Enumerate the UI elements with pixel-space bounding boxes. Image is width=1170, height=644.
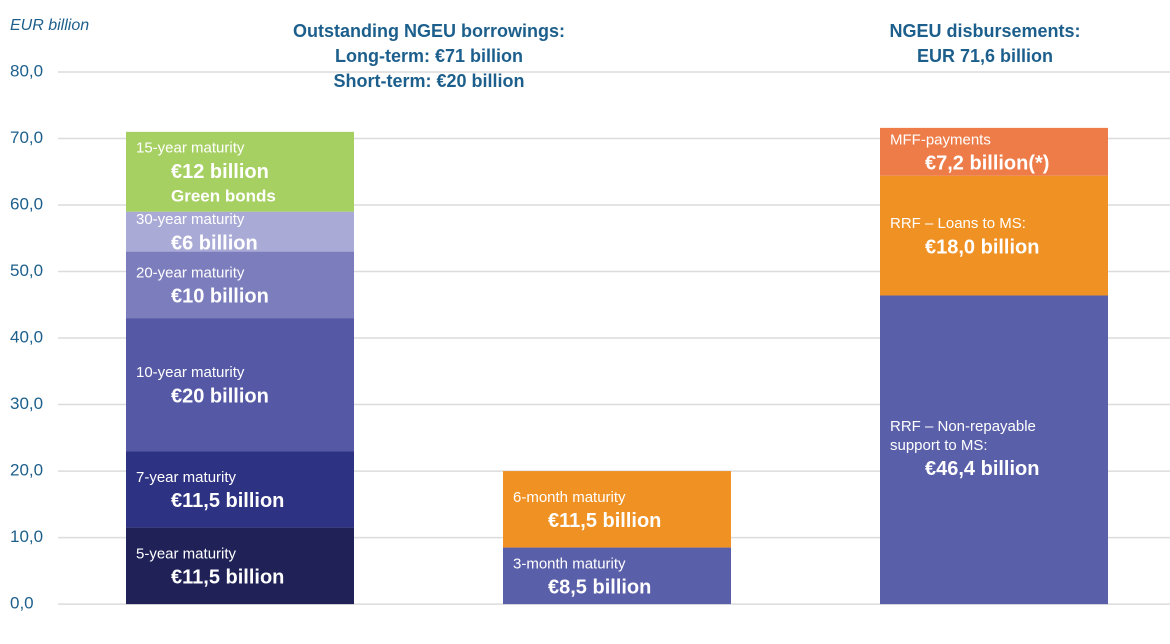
segment-name: 3-month maturity — [513, 555, 626, 572]
heading: Short-term: €20 billion — [333, 71, 524, 91]
segment-name: 30-year maturity — [136, 211, 245, 228]
bar-segment — [503, 471, 731, 548]
y-tick-label: 0,0 — [10, 594, 34, 613]
y-tick-label: 50,0 — [10, 261, 43, 280]
heading: Outstanding NGEU borrowings: — [293, 21, 565, 41]
segment-name: 5-year maturity — [136, 545, 237, 562]
bar-segment — [880, 127, 1108, 176]
segment-name: 6-month maturity — [513, 489, 626, 506]
segment-name: 7-year maturity — [136, 469, 237, 486]
segment-name: RRF – Non-repayable support to MS: — [890, 418, 1036, 454]
heading: Long-term: €71 billion — [335, 46, 523, 66]
bar-segment — [126, 527, 354, 605]
heading: NGEU disbursements: — [889, 21, 1080, 41]
bar-segment — [126, 318, 354, 452]
y-tick-label: 70,0 — [10, 128, 43, 147]
data-label: €11,5 billion — [171, 567, 284, 589]
data-label: €7,2 billion(*) — [925, 153, 1049, 175]
bar-segment — [503, 547, 731, 605]
heading: EUR 71,6 billion — [917, 46, 1053, 66]
bar-segment — [880, 295, 1108, 605]
data-label: €6 billion — [171, 232, 258, 254]
y-tick-label: 80,0 — [10, 61, 43, 80]
segment-name: MFF-payments — [890, 131, 991, 148]
data-label: €11,5 billion — [548, 510, 661, 532]
bar-segment — [126, 251, 354, 319]
bar-segment — [126, 451, 354, 528]
segment-name: 20-year maturity — [136, 264, 245, 281]
segment-name: 10-year maturity — [136, 364, 245, 381]
y-tick-label: 20,0 — [10, 461, 43, 480]
data-label: €46,4 billion — [925, 458, 1039, 480]
segment-name: 15-year maturity — [136, 140, 245, 157]
data-label: €12 billion — [171, 161, 269, 183]
data-label: €8,5 billion — [548, 577, 651, 599]
y-tick-label: 40,0 — [10, 328, 43, 347]
segment-name: RRF – Loans to MS: — [890, 215, 1026, 232]
y-tick-label: 60,0 — [10, 195, 43, 214]
bar-segment — [126, 131, 354, 212]
data-label: €18,0 billion — [925, 236, 1039, 258]
bar-segment — [126, 211, 354, 252]
data-label: €11,5 billion — [171, 490, 284, 512]
segment-note: Green bonds — [171, 186, 276, 205]
data-label: €10 billion — [171, 286, 269, 308]
bar-segment — [880, 175, 1108, 296]
y-tick-label: 30,0 — [10, 394, 43, 413]
y-axis-label: EUR billion — [10, 17, 89, 34]
data-label: €20 billion — [171, 385, 269, 407]
y-tick-label: 10,0 — [10, 527, 43, 546]
